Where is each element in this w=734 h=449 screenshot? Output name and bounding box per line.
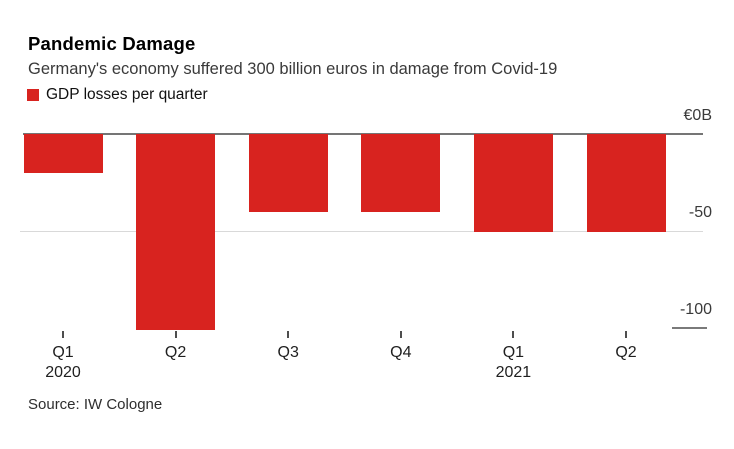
- x-label-q4-2020: Q4: [390, 344, 412, 361]
- year-label-2020: 2020: [45, 364, 81, 381]
- axis-line-minus-100: [672, 327, 707, 329]
- x-tick-q1-2021: [512, 331, 515, 338]
- legend-swatch-icon: [27, 89, 39, 101]
- bar-q3-2020: [248, 134, 328, 213]
- bar-q1-2021: [473, 134, 553, 232]
- chart-title: Pandemic Damage: [28, 33, 196, 54]
- x-tick-q1-2020: [62, 331, 64, 338]
- x-tick-q4-2020: [399, 331, 402, 338]
- x-label-q1-2021: Q1: [502, 344, 525, 361]
- x-label-q2-2021: Q2: [615, 344, 637, 361]
- bar-q2-2020: [136, 134, 216, 330]
- legend: GDP losses per quarter: [27, 86, 208, 104]
- x-tick-q2-2020: [174, 331, 177, 338]
- x-label-q3-2020: Q3: [277, 344, 299, 361]
- y-tick-label-0b: €0B: [683, 107, 712, 124]
- year-label-2021: 2021: [495, 364, 532, 381]
- source-note: Source: IW Cologne: [28, 396, 163, 413]
- x-label-q2-2020: Q2: [164, 344, 187, 361]
- legend-label: GDP losses per quarter: [46, 86, 208, 103]
- gridline-minus-50: [20, 231, 703, 232]
- bar-q2-2021: [586, 134, 666, 232]
- bar-q1-2020: [23, 134, 103, 174]
- bar-q4-2020: [361, 134, 441, 213]
- y-tick-label-50: -50: [688, 204, 712, 221]
- y-tick-label-100: -100: [679, 301, 712, 318]
- x-label-q1-2020: Q1: [52, 344, 74, 361]
- chart-subtitle: Germany's economy suffered 300 billion e…: [28, 60, 558, 78]
- x-tick-q2-2021: [625, 331, 627, 338]
- x-tick-q3-2020: [287, 331, 290, 338]
